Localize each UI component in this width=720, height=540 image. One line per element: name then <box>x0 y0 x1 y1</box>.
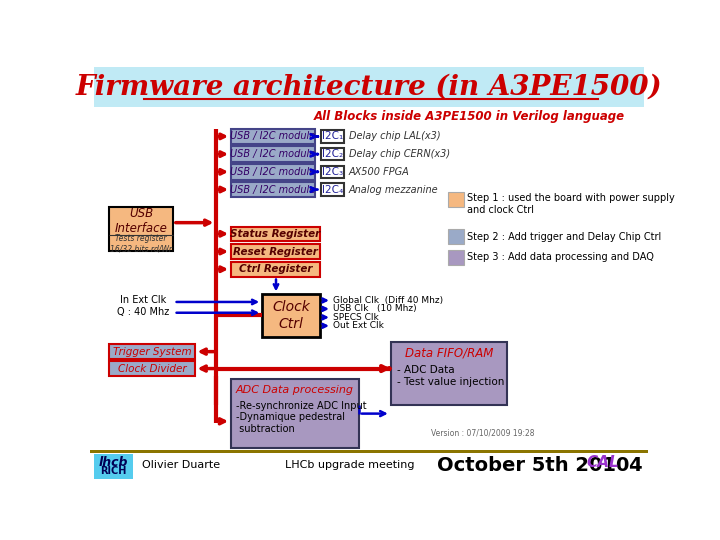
Text: Global Clk  (Diff 40 Mhz): Global Clk (Diff 40 Mhz) <box>333 296 444 305</box>
Text: lhcb: lhcb <box>99 456 128 469</box>
Text: October 5th 2010: October 5th 2010 <box>437 456 629 475</box>
Text: Reset Register: Reset Register <box>233 247 318 256</box>
Text: -Re-synchronize ADC Input
-Dynamique pedestral
 subtraction: -Re-synchronize ADC Input -Dynamique ped… <box>235 401 366 434</box>
FancyBboxPatch shape <box>231 182 315 197</box>
FancyBboxPatch shape <box>231 379 359 448</box>
FancyBboxPatch shape <box>391 342 507 405</box>
FancyBboxPatch shape <box>90 450 648 453</box>
FancyBboxPatch shape <box>448 249 464 265</box>
Text: I2C₂: I2C₂ <box>322 149 343 159</box>
FancyBboxPatch shape <box>231 226 320 241</box>
FancyBboxPatch shape <box>231 146 315 162</box>
Text: Analog mezzanine: Analog mezzanine <box>349 185 438 194</box>
Text: 4: 4 <box>628 456 642 475</box>
Text: Step 1 : used the board with power supply
and clock Ctrl: Step 1 : used the board with power suppl… <box>467 193 675 215</box>
Text: Data FIFO/RAM: Data FIFO/RAM <box>405 346 493 359</box>
FancyBboxPatch shape <box>262 294 320 336</box>
Text: In Ext Clk
Q : 40 Mhz: In Ext Clk Q : 40 Mhz <box>117 295 168 316</box>
Text: Delay chip LAL(x3): Delay chip LAL(x3) <box>349 131 441 141</box>
Text: I2C₄: I2C₄ <box>322 185 343 194</box>
Text: Olivier Duarte: Olivier Duarte <box>143 460 220 470</box>
Text: AX500 FPGA: AX500 FPGA <box>349 167 410 177</box>
FancyBboxPatch shape <box>231 244 320 259</box>
FancyBboxPatch shape <box>231 129 315 144</box>
FancyBboxPatch shape <box>231 262 320 276</box>
FancyBboxPatch shape <box>109 207 173 251</box>
Text: Trigger System: Trigger System <box>113 347 192 356</box>
Text: Clock Divider: Clock Divider <box>117 363 186 374</box>
FancyBboxPatch shape <box>321 130 344 143</box>
FancyBboxPatch shape <box>109 345 194 359</box>
Text: CAL: CAL <box>587 455 619 470</box>
Text: RICH: RICH <box>100 467 127 476</box>
Text: Delay chip CERN(x3): Delay chip CERN(x3) <box>349 149 450 159</box>
Text: Status Register: Status Register <box>230 229 320 239</box>
FancyBboxPatch shape <box>321 166 344 178</box>
Text: Out Ext Clk: Out Ext Clk <box>333 321 384 330</box>
FancyBboxPatch shape <box>448 229 464 244</box>
Text: SPECS Clk: SPECS Clk <box>333 313 379 322</box>
Text: Ctrl Register: Ctrl Register <box>239 264 312 274</box>
Text: USB Clk   (10 Mhz): USB Clk (10 Mhz) <box>333 305 417 313</box>
Text: USB
Interface: USB Interface <box>114 207 168 235</box>
Text: LHCb upgrade meeting: LHCb upgrade meeting <box>285 460 415 470</box>
FancyBboxPatch shape <box>231 164 315 179</box>
Text: Step 2 : Add trigger and Delay Chip Ctrl: Step 2 : Add trigger and Delay Chip Ctrl <box>467 232 662 241</box>
Text: USB / I2C module: USB / I2C module <box>230 167 315 177</box>
FancyBboxPatch shape <box>582 454 625 478</box>
Text: All Blocks inside A3PE1500 in Verilog language: All Blocks inside A3PE1500 in Verilog la… <box>314 110 625 123</box>
Text: USB / I2C module: USB / I2C module <box>230 185 315 194</box>
FancyBboxPatch shape <box>94 67 644 107</box>
Text: Firmware architecture (in A3PE1500): Firmware architecture (in A3PE1500) <box>76 73 662 100</box>
FancyBboxPatch shape <box>109 361 194 376</box>
Text: USB / I2C module: USB / I2C module <box>230 149 315 159</box>
Text: ADC Data processing: ADC Data processing <box>236 384 354 395</box>
FancyBboxPatch shape <box>321 148 344 160</box>
Text: - ADC Data
- Test value injection: - ADC Data - Test value injection <box>397 365 504 387</box>
Text: I2C₃: I2C₃ <box>322 167 343 177</box>
Text: Tests register
16/32 bits rd/Wr: Tests register 16/32 bits rd/Wr <box>110 234 172 253</box>
Text: Step 3 : Add data processing and DAQ: Step 3 : Add data processing and DAQ <box>467 252 654 262</box>
FancyBboxPatch shape <box>321 184 344 195</box>
Text: USB / I2C module: USB / I2C module <box>230 131 315 141</box>
Text: Clock
Ctrl: Clock Ctrl <box>272 300 310 330</box>
FancyBboxPatch shape <box>448 192 464 207</box>
FancyBboxPatch shape <box>94 455 132 479</box>
Text: I2C₁: I2C₁ <box>322 131 343 141</box>
Text: Version : 07/10/2009 19:28: Version : 07/10/2009 19:28 <box>431 428 534 437</box>
